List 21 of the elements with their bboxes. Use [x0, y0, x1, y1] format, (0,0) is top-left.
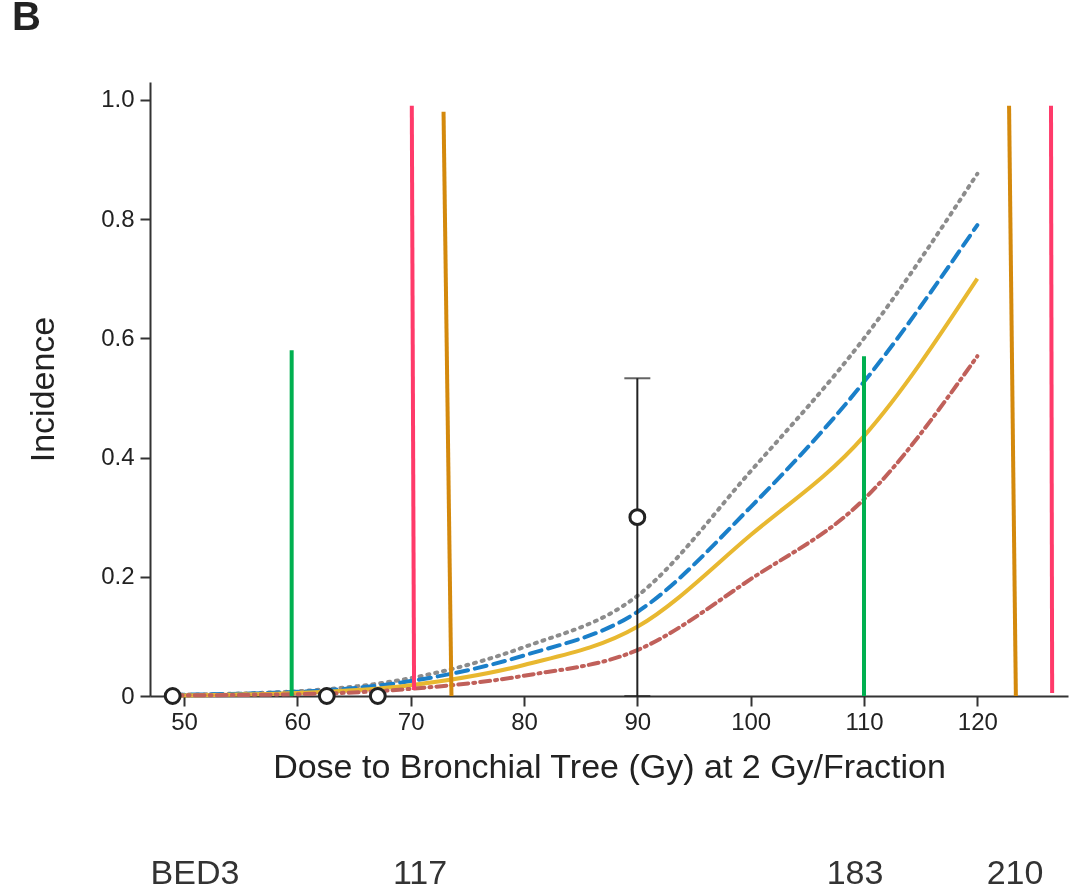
y-tick-label: 0.6 — [101, 323, 135, 351]
y-axis-title: Incidence — [23, 316, 62, 463]
y-tick-label: 0 — [121, 681, 135, 709]
text: 183 — [826, 853, 884, 889]
y-tick-label: 0.2 — [101, 562, 135, 590]
chart-title: B — [12, 0, 41, 38]
x-tick-label: 110 — [845, 707, 884, 735]
x-tick-label: 80 — [511, 707, 538, 735]
x-tick-label: 120 — [957, 707, 998, 735]
y-tick-label: 0.4 — [101, 443, 135, 471]
text: 117 — [392, 853, 448, 889]
y-tick-label: 0.8 — [101, 204, 135, 232]
x-tick-label: 70 — [397, 707, 425, 735]
x-tick-label: 60 — [284, 707, 312, 735]
x-tick-label: 50 — [171, 707, 198, 735]
x-tick-label: 100 — [731, 707, 772, 735]
x-axis-title: Dose to Bronchial Tree (Gy) at 2 Gy/Fraction — [273, 746, 946, 785]
text: BED3 — [150, 853, 240, 889]
text: 210 — [986, 853, 1044, 889]
y-tick-label: 1.0 — [101, 85, 135, 113]
x-tick-label: 90 — [624, 707, 652, 735]
